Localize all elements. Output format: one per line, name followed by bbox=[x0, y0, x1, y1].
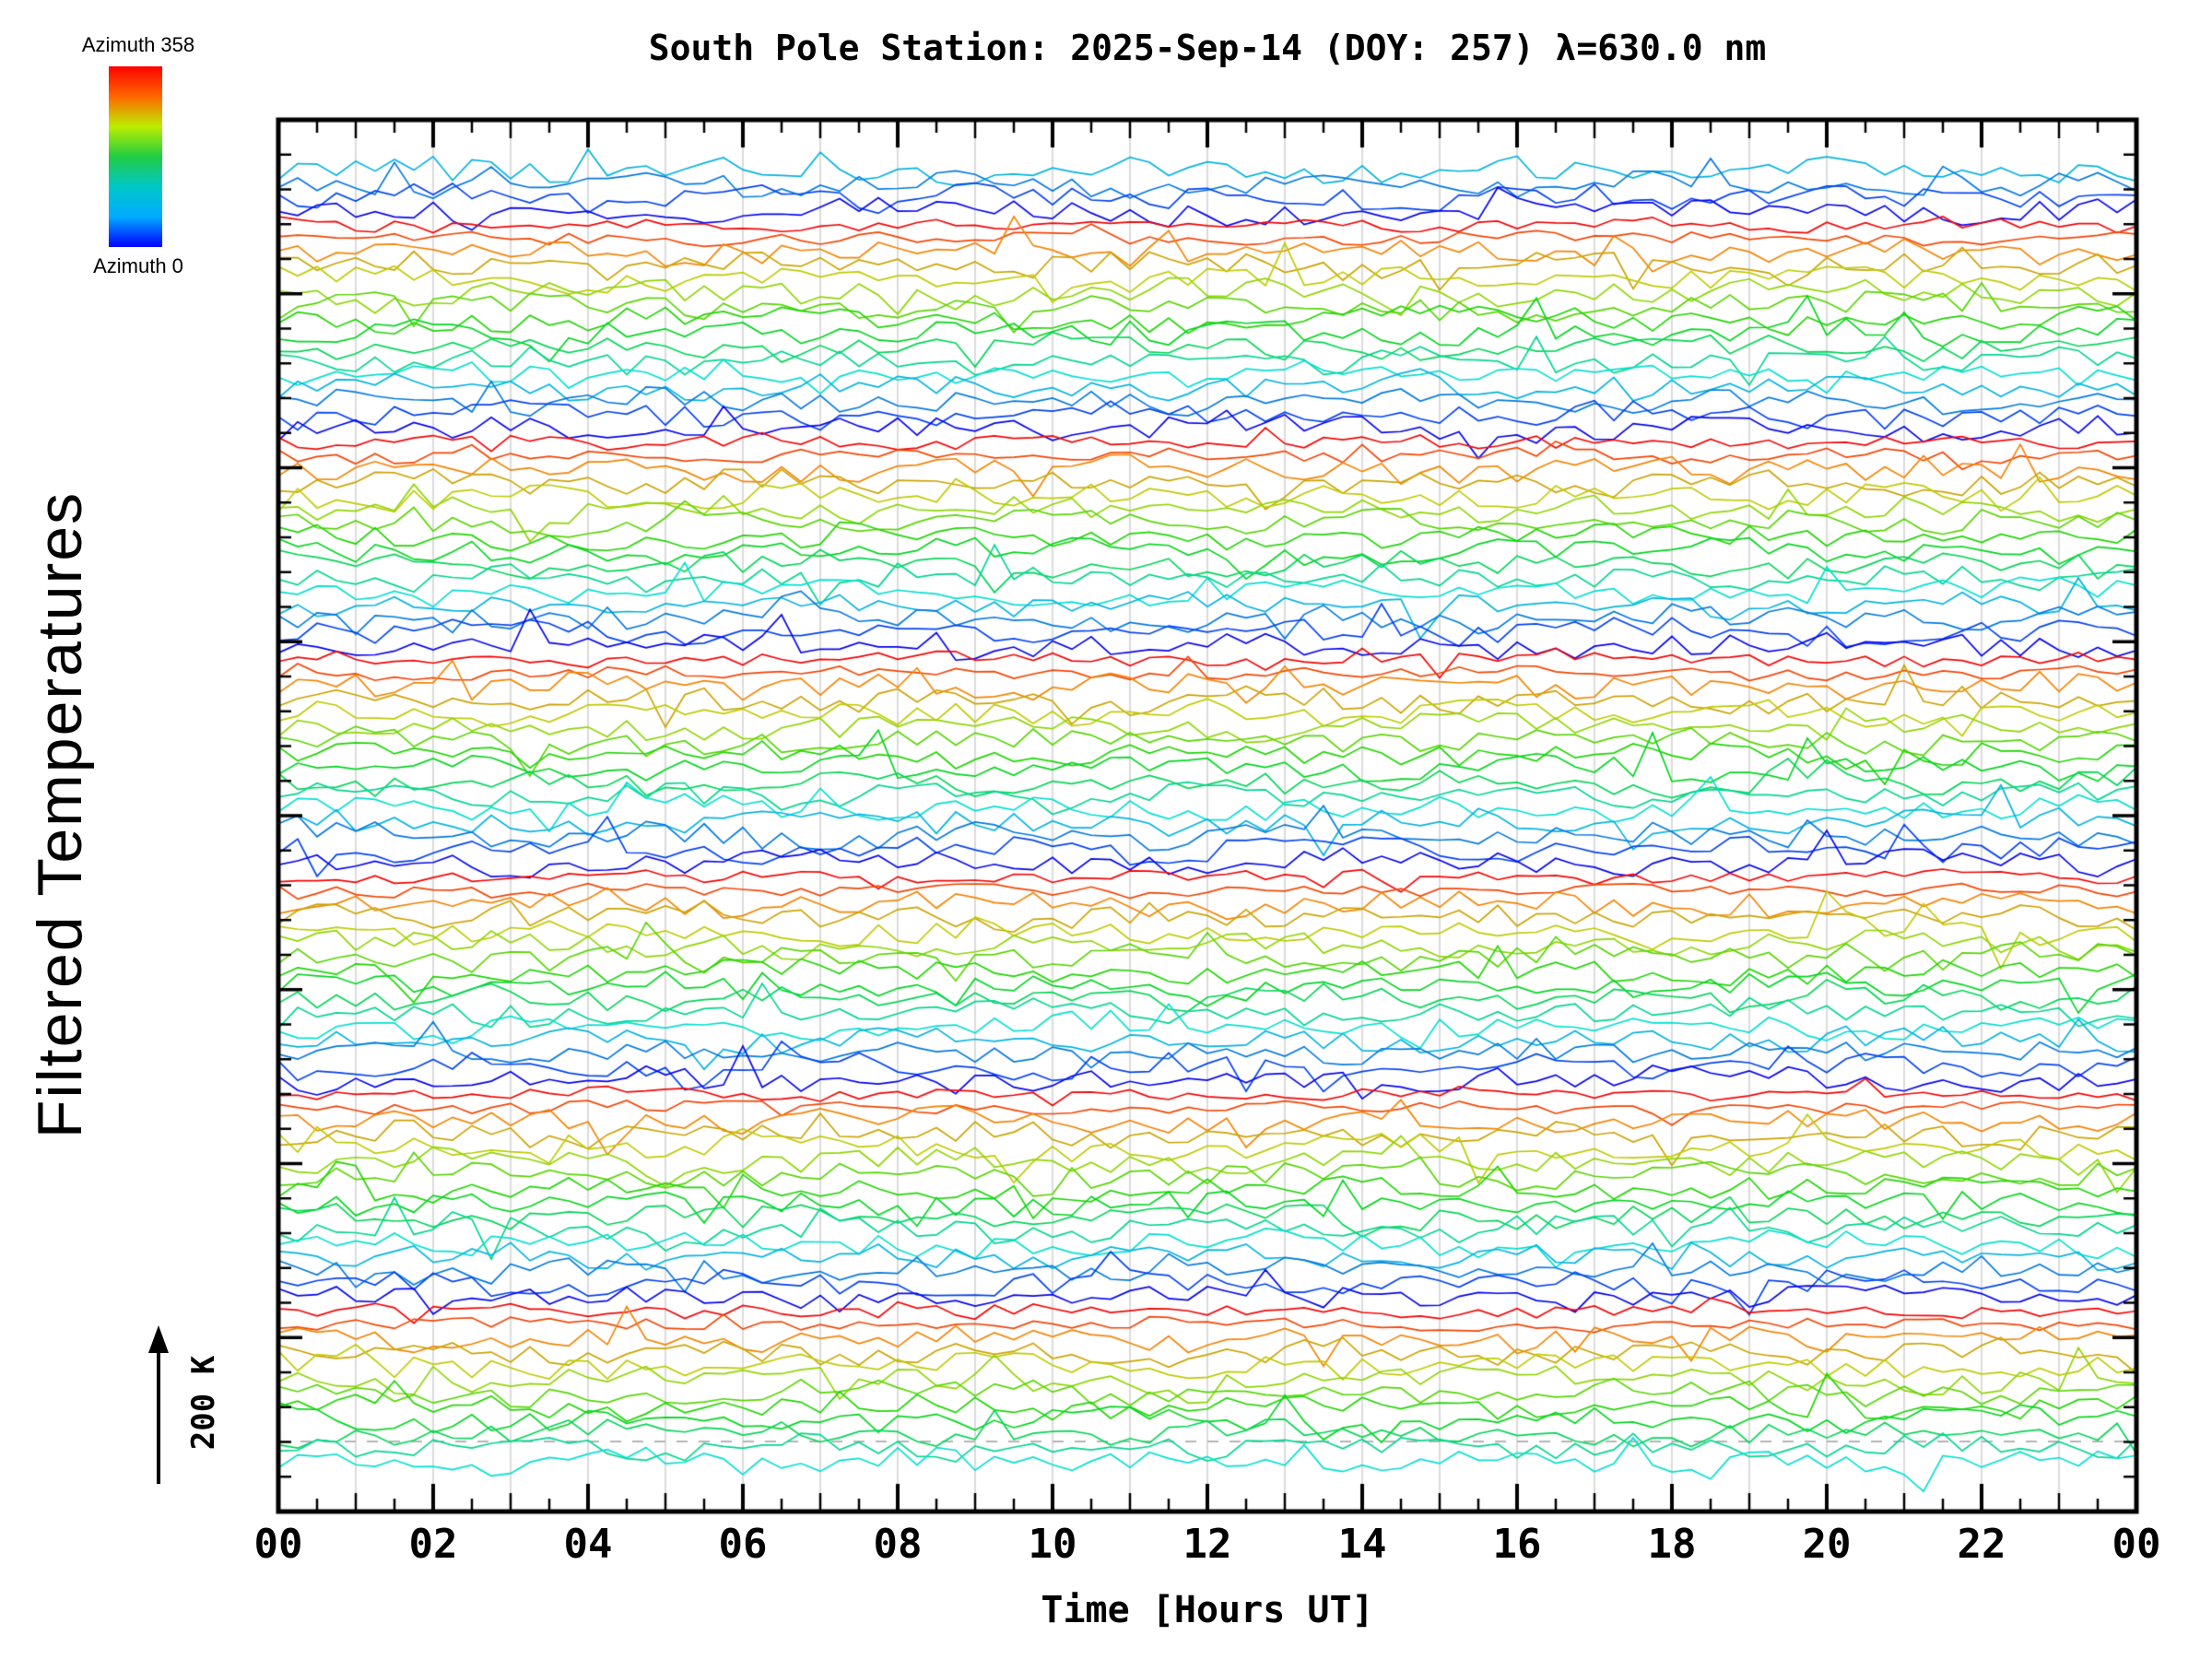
scale-arrow-icon bbox=[148, 1325, 169, 1484]
y-axis-label: Filtered Temperatures bbox=[25, 490, 95, 1139]
x-tick-label: 18 bbox=[1647, 1521, 1697, 1568]
x-tick-label: 06 bbox=[718, 1521, 768, 1568]
colorbar-label-top: Azimuth 358 bbox=[81, 33, 195, 56]
scale-bar-label: 200 K bbox=[185, 1355, 222, 1451]
x-tick-label: 20 bbox=[1802, 1521, 1852, 1568]
colorbar-label-bottom: Azimuth 0 bbox=[93, 254, 183, 277]
x-tick-label: 02 bbox=[408, 1521, 458, 1568]
x-tick-label: 10 bbox=[1028, 1521, 1077, 1568]
x-tick-label: 04 bbox=[563, 1521, 613, 1568]
x-tick-label: 16 bbox=[1492, 1521, 1542, 1568]
x-tick-label: 08 bbox=[873, 1521, 923, 1568]
azimuth-colorbar bbox=[109, 66, 162, 247]
x-tick-label: 14 bbox=[1337, 1521, 1387, 1568]
x-tick-label: 22 bbox=[1957, 1521, 2006, 1568]
x-axis-label: Time [Hours UT] bbox=[1041, 1589, 1374, 1631]
x-tick-label: 00 bbox=[253, 1521, 303, 1568]
chart-title: South Pole Station: 2025-Sep-14 (DOY: 25… bbox=[648, 28, 1767, 68]
x-tick-label: 12 bbox=[1182, 1521, 1232, 1568]
x-tick-label: 00 bbox=[2112, 1521, 2161, 1568]
